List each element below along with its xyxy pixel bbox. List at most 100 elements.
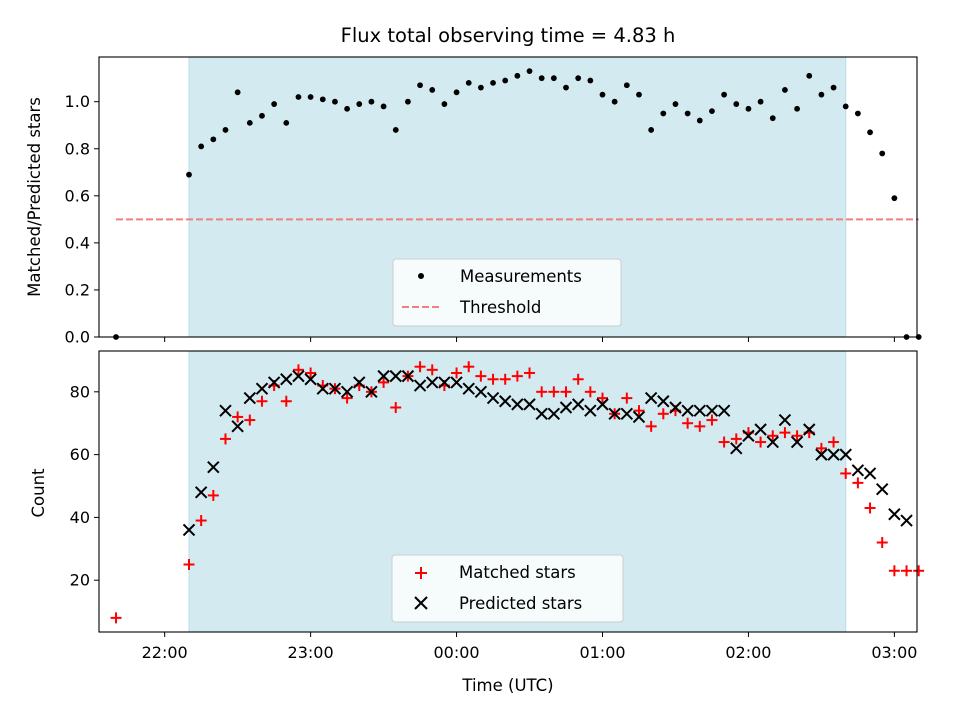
- measurement-point: [271, 101, 278, 107]
- predicted-star-stroke: [839, 448, 852, 461]
- matched-star-point: [596, 392, 608, 404]
- predicted-star-point: [888, 508, 901, 521]
- predicted-star-stroke: [888, 508, 901, 521]
- measurement-point: [563, 84, 569, 91]
- x-tick-label: 03:00: [871, 643, 917, 662]
- top-x-ticks: [164, 337, 895, 342]
- predicted-star-point: [340, 385, 354, 399]
- matched-star-point: [706, 414, 718, 426]
- legend-predicted-label: Predicted stars: [459, 594, 582, 613]
- matched-star-point: [718, 436, 730, 448]
- predicted-star-point: [571, 398, 585, 411]
- predicted-star-stroke: [815, 448, 828, 461]
- measurement-point: [879, 150, 886, 157]
- top-y-tick-label: 1.0: [65, 92, 90, 111]
- predicted-star-point: [438, 376, 451, 389]
- predicted-star-stroke: [438, 376, 451, 389]
- predicted-star-point: [450, 376, 463, 389]
- predicted-star-stroke: [426, 376, 439, 389]
- predicted-star-stroke: [742, 429, 755, 442]
- measurement-point: [806, 72, 813, 79]
- predicted-star-stroke: [353, 376, 366, 389]
- predicted-star-stroke: [486, 391, 500, 405]
- predicted-star-point: [486, 391, 500, 405]
- measurement-point: [782, 87, 788, 93]
- predicted-star-stroke: [243, 391, 257, 405]
- predicted-star-stroke: [900, 514, 913, 527]
- measurement-point: [842, 103, 849, 110]
- measurement-point: [830, 84, 837, 91]
- measurement-point: [550, 75, 557, 82]
- predicted-star-point: [474, 385, 488, 399]
- measurement-point: [854, 110, 861, 117]
- measurement-point: [502, 77, 509, 84]
- matched-star-point: [475, 370, 487, 382]
- predicted-star-point: [681, 404, 694, 417]
- measurement-point: [672, 101, 679, 107]
- x-tick-label: 02:00: [725, 643, 771, 662]
- matched-star-point: [584, 386, 596, 398]
- measurement-point: [611, 98, 618, 105]
- matched-star-point: [888, 565, 900, 577]
- predicted-star-stroke: [693, 404, 706, 417]
- matched-star-point: [730, 433, 742, 445]
- top-y-tick-label: 0.8: [65, 139, 90, 158]
- predicted-star-stroke: [766, 435, 779, 449]
- matched-star-point: [682, 417, 694, 429]
- predicted-star-point: [267, 376, 281, 389]
- predicted-star-point: [377, 369, 390, 383]
- predicted-star-point: [194, 486, 208, 499]
- predicted-star-point: [620, 407, 634, 421]
- matched-star-point: [463, 361, 475, 373]
- measurement-point: [259, 112, 265, 119]
- measurement-point: [222, 127, 229, 133]
- predicted-star-stroke: [498, 395, 512, 408]
- measurement-point: [867, 129, 873, 136]
- matched-star-point: [657, 408, 669, 420]
- predicted-star-stroke: [608, 407, 621, 421]
- legend-predicted-marker: [414, 596, 428, 610]
- matched-star-point: [110, 612, 122, 624]
- measurement-point: [648, 127, 655, 133]
- measurement-point: [696, 117, 703, 124]
- predicted-star-stroke: [803, 423, 816, 436]
- top-y-tick-label: 0.0: [65, 328, 90, 347]
- predicted-star-point: [876, 482, 889, 496]
- matched-star-point: [901, 565, 913, 577]
- measurement-point: [818, 91, 825, 98]
- measurement-point: [623, 82, 630, 89]
- predicted-star-stroke: [182, 523, 196, 537]
- predicted-star-point: [231, 420, 244, 433]
- top-y-tick-label: 0.4: [65, 233, 90, 252]
- matched-star-point: [280, 395, 292, 407]
- predicted-star-point: [401, 369, 415, 383]
- predicted-star-point: [851, 464, 865, 477]
- top-axes: 0.0 0.2 0.4 0.6 0.8 1.0 Matched/Predicted sta…: [25, 56, 922, 347]
- matched-star-point: [451, 367, 463, 379]
- x-tick-label: 00:00: [434, 643, 480, 662]
- predicted-star-stroke: [876, 482, 889, 496]
- predicted-star-point: [559, 401, 573, 414]
- measurement-point: [538, 75, 545, 82]
- predicted-star-stroke: [389, 369, 402, 383]
- predicted-star-stroke: [401, 369, 415, 383]
- matched-star-point: [487, 373, 499, 385]
- predicted-star-point: [717, 404, 731, 417]
- predicted-star-stroke: [219, 404, 232, 417]
- bottom-y-ticks: 20 40 60 80: [70, 382, 99, 590]
- bottom-x-ticks: 22:00 23:00 00:00 01:00 02:00 03:00: [142, 632, 917, 662]
- measurement-point: [319, 96, 326, 103]
- measurement-point: [429, 87, 436, 93]
- measurement-point: [392, 127, 399, 133]
- measurement-points: [113, 68, 922, 340]
- predicted-star-stroke: [231, 420, 244, 433]
- predicted-star-stroke: [474, 385, 488, 399]
- predicted-star-stroke: [365, 385, 378, 399]
- measurement-point: [234, 89, 241, 96]
- predicted-star-stroke: [194, 486, 208, 499]
- predicted-star-stroke: [790, 435, 804, 449]
- measurement-point: [246, 119, 253, 126]
- predicted-star-stroke: [207, 460, 220, 474]
- matched-star-point: [183, 558, 195, 570]
